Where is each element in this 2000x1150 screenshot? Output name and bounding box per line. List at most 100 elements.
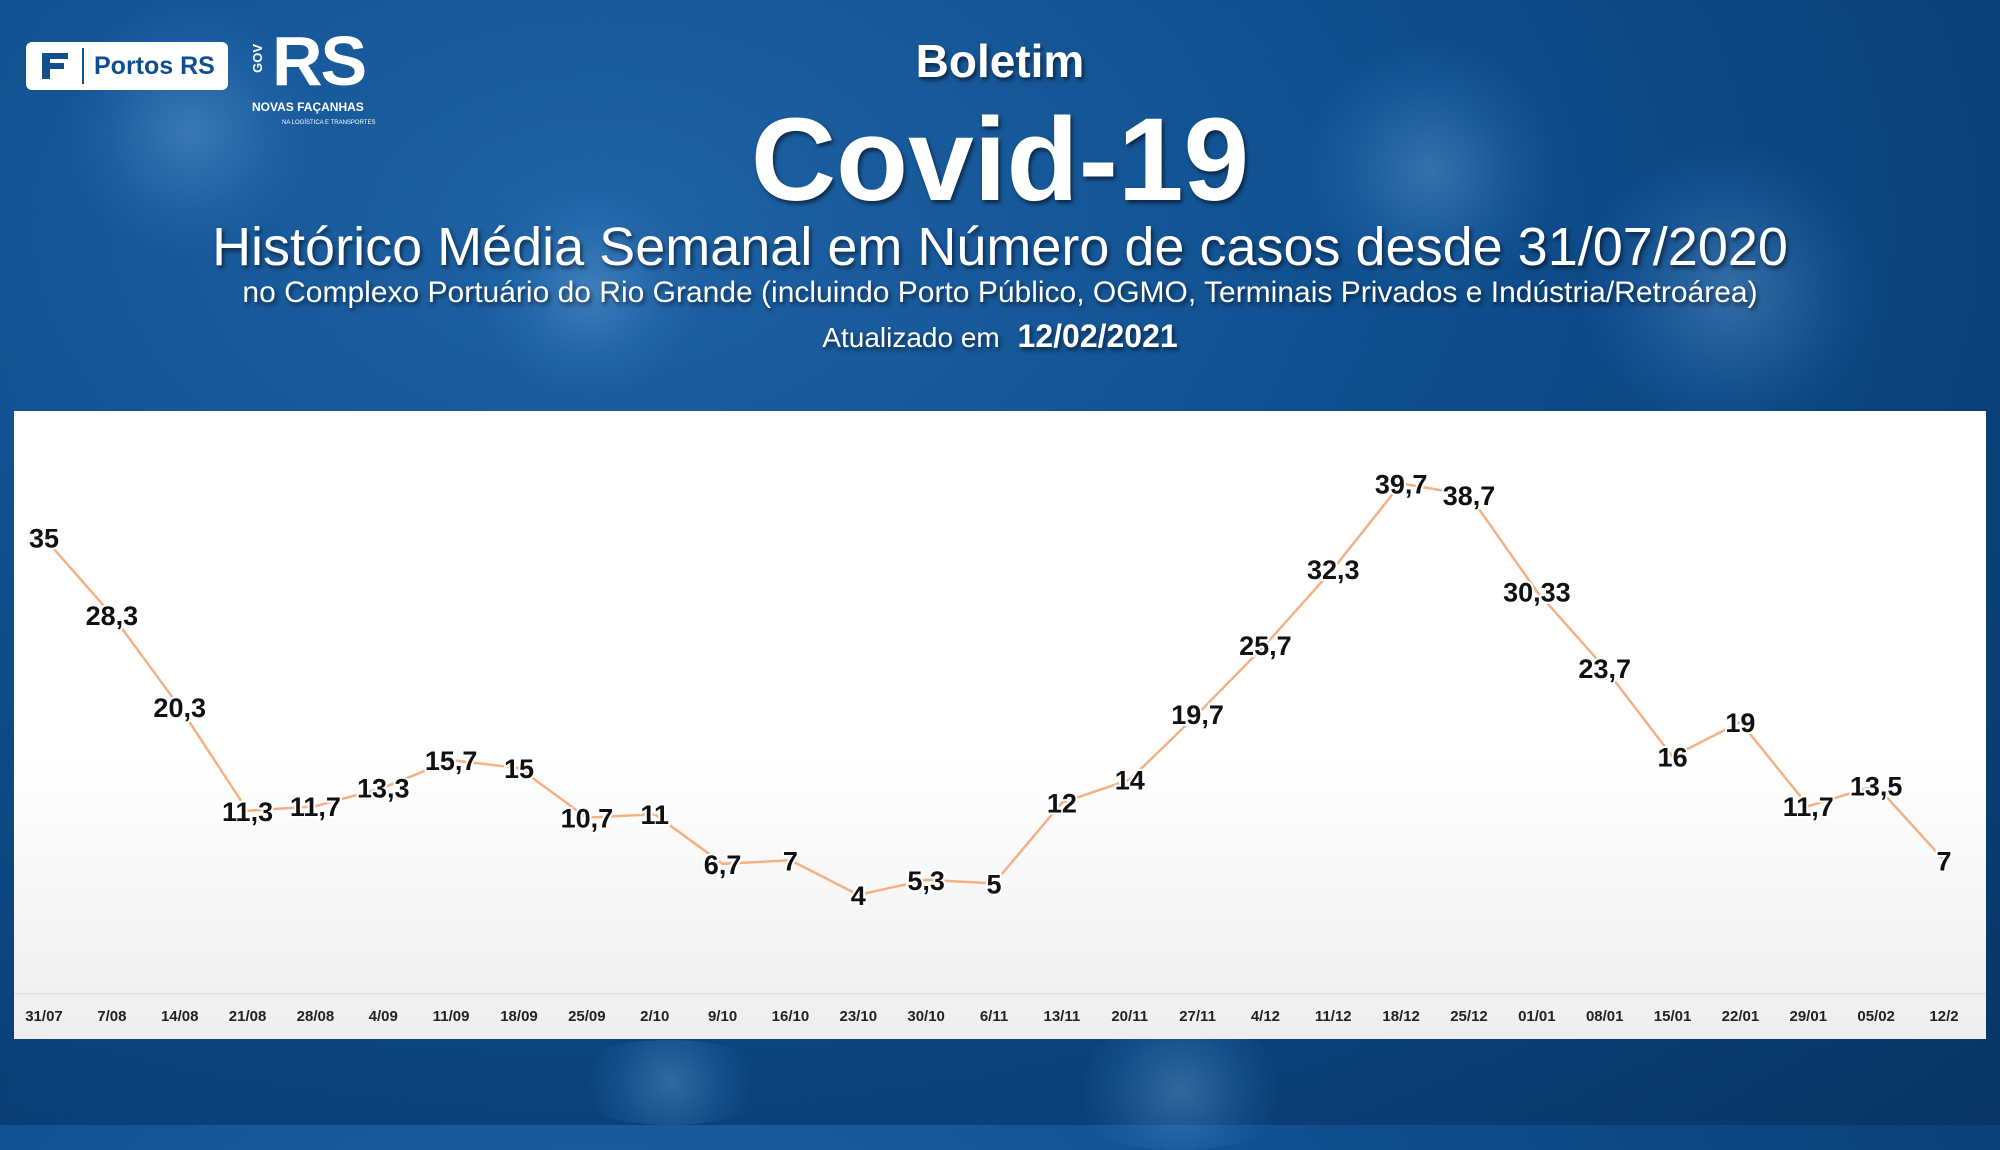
data-label: 19,7 [1171, 700, 1224, 730]
x-tick-label: 14/08 [161, 1008, 199, 1025]
data-label: 23,7 [1578, 654, 1631, 684]
page-title: Covid-19 [750, 94, 1250, 226]
updated-line: Atualizado em 12/02/2021 [0, 318, 2000, 355]
x-tick-label: 4/09 [369, 1008, 398, 1025]
data-label: 5 [986, 869, 1001, 899]
data-label: 13,3 [357, 774, 410, 804]
updated-label: Atualizado em [822, 322, 1000, 353]
x-tick-label: 2/10 [640, 1008, 669, 1025]
x-tick-label: 20/11 [1111, 1008, 1148, 1025]
portos-rs-logo: Portos RS [26, 42, 228, 90]
x-tick-label: 23/10 [840, 1008, 878, 1025]
x-tick-label: 31/07 [25, 1008, 63, 1025]
data-label: 14 [1115, 766, 1145, 796]
data-point [992, 881, 996, 885]
data-point [381, 786, 385, 790]
data-point [1196, 712, 1200, 716]
data-label: 10,7 [561, 804, 614, 834]
x-tick-label: 9/10 [708, 1008, 737, 1025]
x-tick-label: 05/02 [1857, 1008, 1895, 1025]
data-label: 30,33 [1503, 577, 1571, 607]
data-point [585, 816, 589, 820]
data-label: 19 [1725, 708, 1755, 738]
data-label: 39,7 [1375, 470, 1428, 500]
data-point [1603, 666, 1607, 670]
portos-logo-icon [32, 47, 78, 85]
chart-description: no Complexo Portuário do Rio Grande (inc… [242, 276, 1758, 309]
data-point [1263, 643, 1267, 647]
x-tick-label: 13/11 [1043, 1008, 1080, 1025]
x-tick-label: 22/01 [1722, 1008, 1760, 1025]
data-label: 20,3 [153, 693, 206, 723]
x-tick-label: 16/10 [772, 1008, 810, 1025]
x-tick-label: 08/01 [1586, 1008, 1624, 1025]
data-label: 12 [1047, 789, 1077, 819]
x-tick-label: 12/2 [1929, 1008, 1958, 1025]
updated-date: 12/02/2021 [1017, 318, 1178, 354]
data-point [517, 766, 521, 770]
x-tick-label: 7/08 [97, 1008, 126, 1025]
x-tick-label: 11/12 [1315, 1008, 1352, 1025]
portos-logo-divider [82, 48, 84, 84]
data-label: 15 [504, 754, 534, 784]
data-point [721, 862, 725, 866]
data-point [1399, 482, 1403, 486]
data-point [1060, 801, 1064, 805]
data-point [1128, 778, 1132, 782]
data-label: 7 [783, 846, 798, 876]
gov-rs-mark: RS [272, 22, 367, 100]
data-point [856, 893, 860, 897]
data-label: 25,7 [1239, 631, 1292, 661]
x-tick-label: 18/12 [1382, 1008, 1420, 1025]
gov-tagline: NOVAS FAÇANHAS [252, 100, 364, 114]
gov-rs-logo: GOV RS NOVAS FAÇANHAS NA LOGÍSTICA E TRA… [250, 26, 380, 141]
bulletin-label: Boletim [915, 35, 1085, 87]
x-tick-label: 15/01 [1654, 1008, 1692, 1025]
x-tick-label: 28/08 [297, 1008, 335, 1025]
data-point [1738, 720, 1742, 724]
x-tick-label: 27/11 [1179, 1008, 1216, 1025]
x-tick-label: 21/08 [229, 1008, 267, 1025]
data-point [110, 613, 114, 617]
data-label: 32,3 [1307, 555, 1360, 585]
data-label: 5,3 [907, 866, 945, 896]
x-tick-label: 25/09 [568, 1008, 606, 1025]
chart-panel: 35 31/07 28,3 7/08 20,3 14/08 11,3 21/08 11,7 28/… [14, 411, 1986, 1039]
data-point [449, 758, 453, 762]
x-tick-label: 30/10 [907, 1008, 945, 1025]
data-point [178, 705, 182, 709]
data-point [1671, 755, 1675, 759]
data-label: 11,7 [1783, 792, 1834, 822]
data-point [1331, 567, 1335, 571]
gov-subtagline: NA LOGÍSTICA E TRANSPORTES [282, 120, 376, 126]
x-tick-label: 18/09 [500, 1008, 538, 1025]
data-label: 6,7 [704, 850, 742, 880]
data-label: 11 [640, 800, 669, 830]
data-label: 38,7 [1443, 481, 1496, 511]
data-point [1942, 858, 1946, 862]
x-tick-label: 01/01 [1518, 1008, 1556, 1025]
chart-subtitle: Histórico Média Semanal em Número de cas… [212, 217, 1788, 277]
data-label: 35 [29, 524, 59, 554]
data-label: 11,3 [222, 797, 273, 827]
data-label: 13,5 [1850, 771, 1903, 801]
data-point [1806, 804, 1810, 808]
data-label: 7 [1936, 846, 1951, 876]
x-tick-label: 11/09 [433, 1008, 470, 1025]
portos-logo-text: Portos RS [94, 51, 215, 80]
data-point [1874, 783, 1878, 787]
series-line [43, 482, 1945, 897]
data-point [788, 858, 792, 862]
data-label: 16 [1658, 743, 1688, 773]
data-point [653, 812, 657, 816]
data-point [1535, 589, 1539, 593]
data-label: 4 [851, 881, 866, 911]
data-point [42, 536, 46, 540]
x-tick-label: 29/01 [1790, 1008, 1828, 1025]
x-tick-label: 4/12 [1251, 1008, 1280, 1025]
data-point [1467, 493, 1471, 497]
data-point [313, 804, 317, 808]
data-point [924, 878, 928, 882]
data-label: 15,7 [425, 746, 478, 776]
data-label: 28,3 [86, 601, 139, 631]
